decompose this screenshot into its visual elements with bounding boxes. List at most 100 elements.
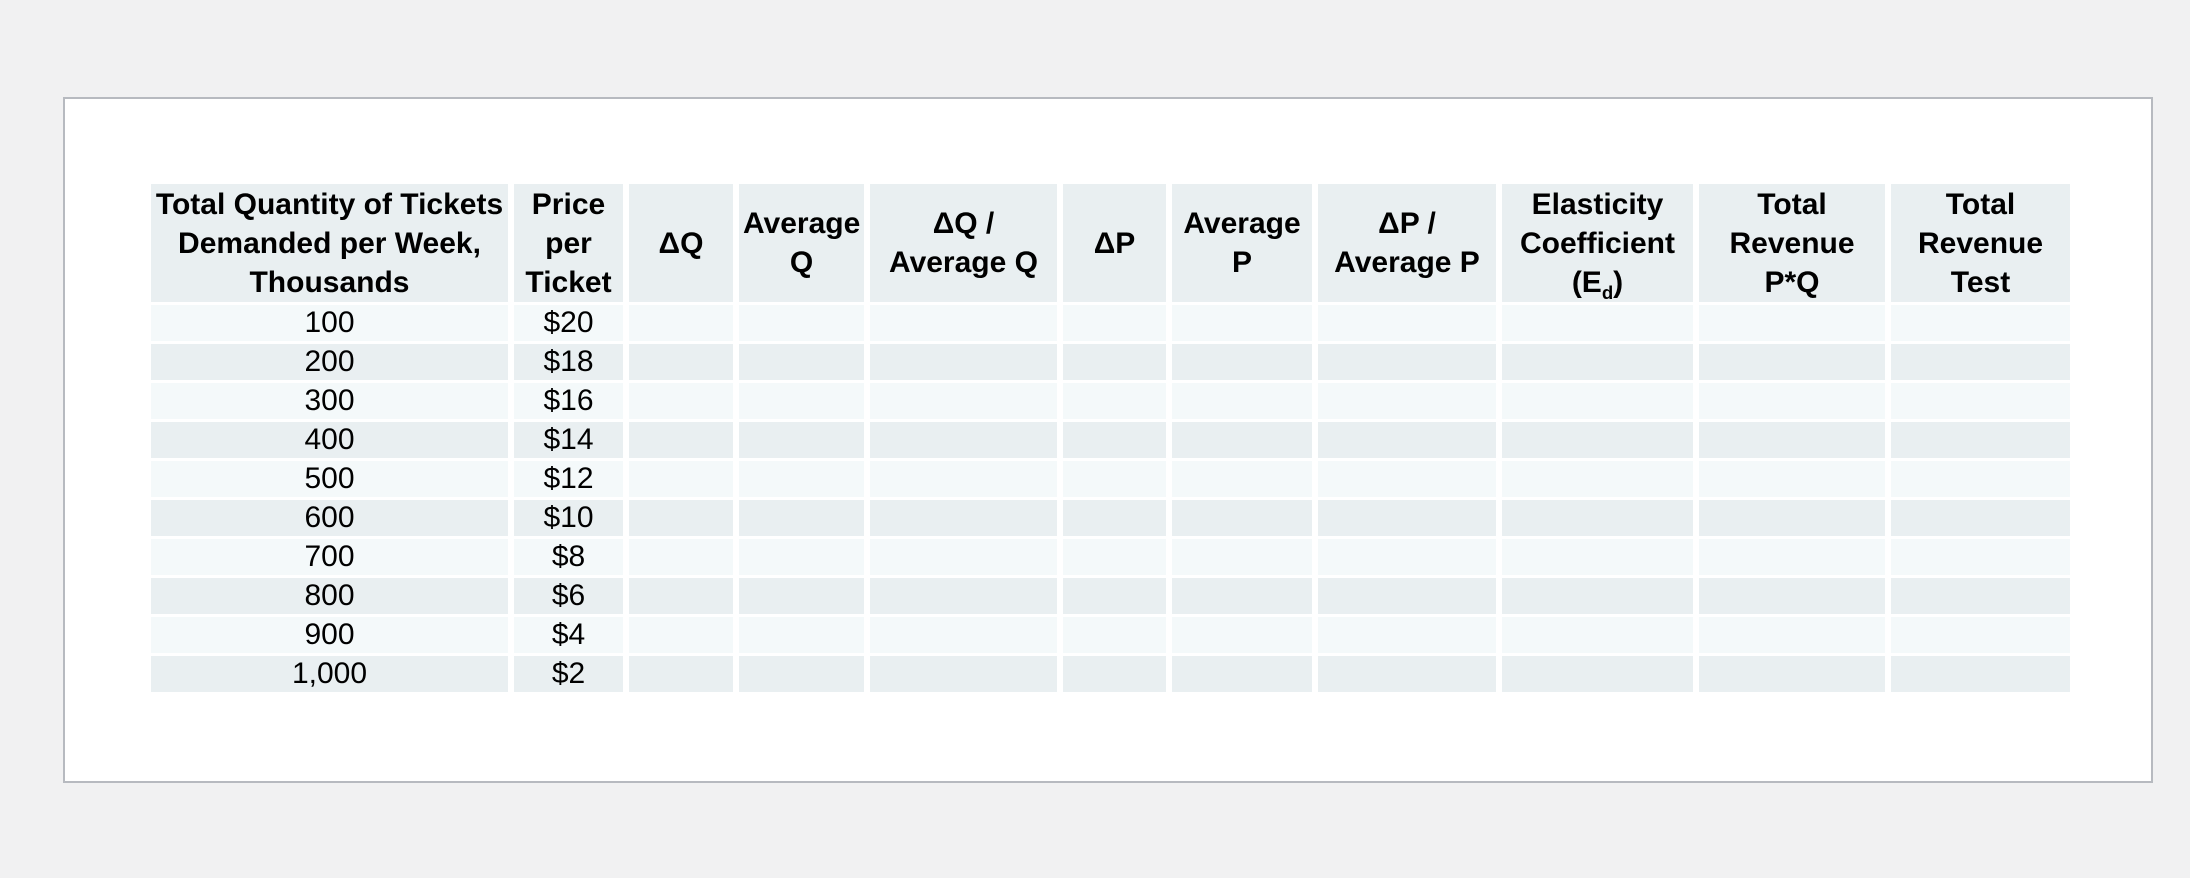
cell-delta-q[interactable] <box>629 461 739 500</box>
cell-total-revenue-test[interactable] <box>1891 578 2070 617</box>
cell-dq-over-average-q[interactable] <box>870 656 1063 695</box>
cell-average-q[interactable] <box>739 461 870 500</box>
cell-dq-over-average-q[interactable] <box>870 422 1063 461</box>
cell-total-revenue[interactable] <box>1699 500 1891 539</box>
cell-delta-q[interactable] <box>629 422 739 461</box>
cell-total-revenue[interactable] <box>1699 383 1891 422</box>
cell-average-p[interactable] <box>1172 656 1318 695</box>
cell-delta-q[interactable] <box>629 656 739 695</box>
cell-average-p[interactable] <box>1172 617 1318 656</box>
cell-total-revenue[interactable] <box>1699 539 1891 578</box>
cell-elasticity-coefficient[interactable] <box>1502 305 1699 344</box>
cell-total-revenue[interactable] <box>1699 461 1891 500</box>
cell-total-revenue-test[interactable] <box>1891 461 2070 500</box>
cell-average-q[interactable] <box>739 656 870 695</box>
cell-dq-over-average-q[interactable] <box>870 344 1063 383</box>
cell-average-q[interactable] <box>739 500 870 539</box>
cell-average-p[interactable] <box>1172 578 1318 617</box>
cell-price[interactable]: $20 <box>514 305 629 344</box>
cell-dp-over-average-p[interactable] <box>1318 422 1502 461</box>
cell-delta-q[interactable] <box>629 617 739 656</box>
cell-average-q[interactable] <box>739 617 870 656</box>
cell-quantity[interactable]: 800 <box>151 578 514 617</box>
cell-quantity[interactable]: 700 <box>151 539 514 578</box>
cell-elasticity-coefficient[interactable] <box>1502 383 1699 422</box>
cell-dq-over-average-q[interactable] <box>870 500 1063 539</box>
cell-elasticity-coefficient[interactable] <box>1502 422 1699 461</box>
cell-dq-over-average-q[interactable] <box>870 383 1063 422</box>
cell-total-revenue-test[interactable] <box>1891 656 2070 695</box>
cell-dp-over-average-p[interactable] <box>1318 500 1502 539</box>
cell-average-q[interactable] <box>739 422 870 461</box>
cell-average-q[interactable] <box>739 383 870 422</box>
cell-quantity[interactable]: 400 <box>151 422 514 461</box>
cell-average-q[interactable] <box>739 539 870 578</box>
cell-price[interactable]: $18 <box>514 344 629 383</box>
cell-dq-over-average-q[interactable] <box>870 617 1063 656</box>
cell-dp-over-average-p[interactable] <box>1318 539 1502 578</box>
cell-quantity[interactable]: 900 <box>151 617 514 656</box>
cell-average-q[interactable] <box>739 578 870 617</box>
cell-delta-p[interactable] <box>1063 383 1172 422</box>
cell-total-revenue-test[interactable] <box>1891 422 2070 461</box>
cell-price[interactable]: $10 <box>514 500 629 539</box>
cell-delta-p[interactable] <box>1063 500 1172 539</box>
cell-total-revenue-test[interactable] <box>1891 617 2070 656</box>
cell-total-revenue-test[interactable] <box>1891 383 2070 422</box>
cell-delta-q[interactable] <box>629 383 739 422</box>
cell-elasticity-coefficient[interactable] <box>1502 344 1699 383</box>
cell-delta-p[interactable] <box>1063 461 1172 500</box>
cell-elasticity-coefficient[interactable] <box>1502 617 1699 656</box>
cell-price[interactable]: $14 <box>514 422 629 461</box>
cell-price[interactable]: $12 <box>514 461 629 500</box>
cell-total-revenue[interactable] <box>1699 617 1891 656</box>
cell-total-revenue[interactable] <box>1699 344 1891 383</box>
cell-delta-p[interactable] <box>1063 305 1172 344</box>
cell-average-q[interactable] <box>739 305 870 344</box>
cell-elasticity-coefficient[interactable] <box>1502 656 1699 695</box>
cell-delta-p[interactable] <box>1063 578 1172 617</box>
cell-elasticity-coefficient[interactable] <box>1502 539 1699 578</box>
cell-dq-over-average-q[interactable] <box>870 539 1063 578</box>
cell-dp-over-average-p[interactable] <box>1318 344 1502 383</box>
cell-delta-q[interactable] <box>629 578 739 617</box>
cell-delta-p[interactable] <box>1063 656 1172 695</box>
cell-dp-over-average-p[interactable] <box>1318 305 1502 344</box>
cell-price[interactable]: $16 <box>514 383 629 422</box>
cell-delta-p[interactable] <box>1063 617 1172 656</box>
cell-average-p[interactable] <box>1172 383 1318 422</box>
cell-quantity[interactable]: 500 <box>151 461 514 500</box>
cell-delta-q[interactable] <box>629 305 739 344</box>
cell-delta-p[interactable] <box>1063 422 1172 461</box>
cell-dp-over-average-p[interactable] <box>1318 461 1502 500</box>
cell-average-p[interactable] <box>1172 422 1318 461</box>
cell-total-revenue-test[interactable] <box>1891 539 2070 578</box>
cell-elasticity-coefficient[interactable] <box>1502 578 1699 617</box>
cell-delta-p[interactable] <box>1063 344 1172 383</box>
cell-quantity[interactable]: 200 <box>151 344 514 383</box>
cell-dp-over-average-p[interactable] <box>1318 656 1502 695</box>
cell-dq-over-average-q[interactable] <box>870 305 1063 344</box>
cell-dq-over-average-q[interactable] <box>870 461 1063 500</box>
cell-elasticity-coefficient[interactable] <box>1502 500 1699 539</box>
cell-delta-q[interactable] <box>629 500 739 539</box>
cell-total-revenue[interactable] <box>1699 422 1891 461</box>
cell-average-q[interactable] <box>739 344 870 383</box>
cell-average-p[interactable] <box>1172 344 1318 383</box>
cell-average-p[interactable] <box>1172 461 1318 500</box>
cell-total-revenue-test[interactable] <box>1891 500 2070 539</box>
cell-quantity[interactable]: 1,000 <box>151 656 514 695</box>
cell-price[interactable]: $8 <box>514 539 629 578</box>
cell-average-p[interactable] <box>1172 539 1318 578</box>
cell-total-revenue-test[interactable] <box>1891 344 2070 383</box>
cell-delta-p[interactable] <box>1063 539 1172 578</box>
cell-price[interactable]: $4 <box>514 617 629 656</box>
cell-price[interactable]: $6 <box>514 578 629 617</box>
cell-total-revenue-test[interactable] <box>1891 305 2070 344</box>
cell-quantity[interactable]: 100 <box>151 305 514 344</box>
cell-price[interactable]: $2 <box>514 656 629 695</box>
cell-total-revenue[interactable] <box>1699 578 1891 617</box>
cell-total-revenue[interactable] <box>1699 305 1891 344</box>
cell-elasticity-coefficient[interactable] <box>1502 461 1699 500</box>
cell-dp-over-average-p[interactable] <box>1318 578 1502 617</box>
